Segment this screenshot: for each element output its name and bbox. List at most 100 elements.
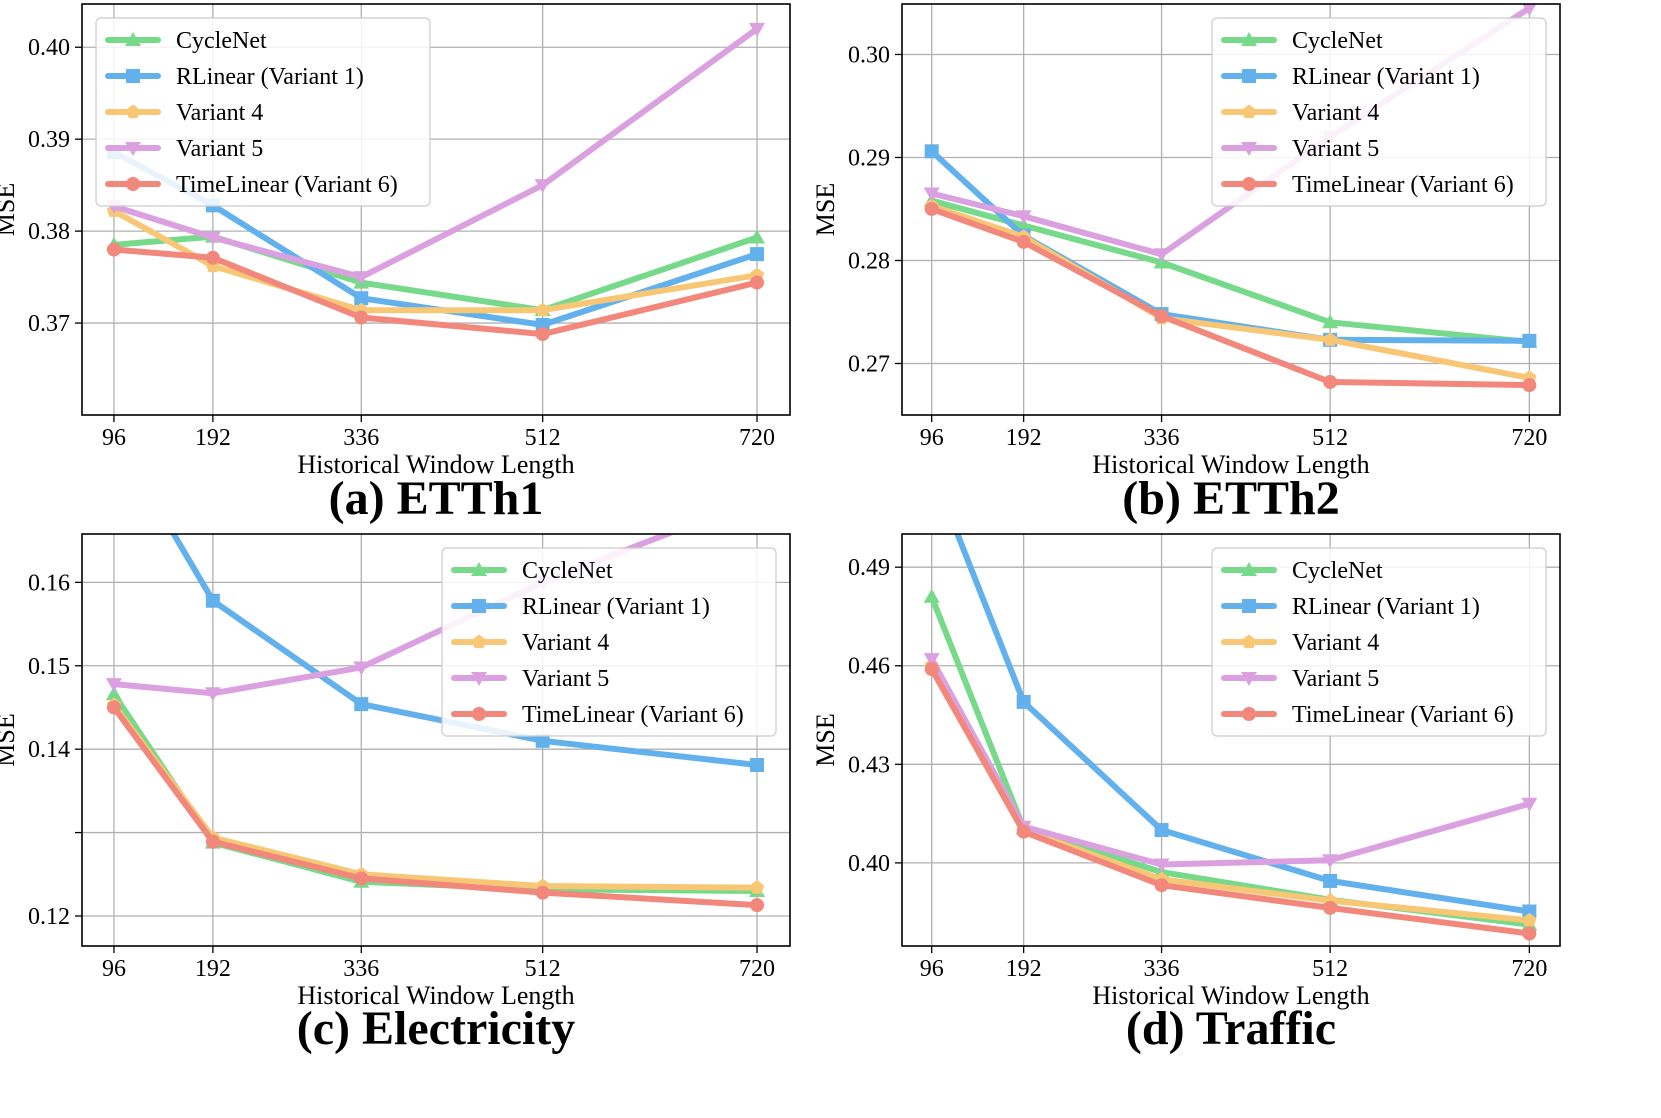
data-point	[1322, 854, 1339, 869]
data-point	[105, 678, 122, 693]
data-point	[925, 462, 939, 476]
data-point	[535, 885, 550, 900]
data-point	[106, 700, 121, 715]
y-axis-label: MSE	[0, 183, 20, 236]
legend-marker	[471, 562, 487, 576]
data-point	[750, 758, 765, 773]
legend-label: Variant 5	[522, 666, 609, 692]
legend-item-variant-5: Variant 5	[105, 136, 263, 162]
data-point	[1322, 314, 1339, 329]
data-point	[1016, 234, 1031, 249]
data-point	[1015, 210, 1032, 225]
data-point	[354, 871, 369, 886]
data-point	[924, 201, 939, 216]
x-tick-label: 336	[1144, 956, 1180, 982]
y-tick-label: 0.16	[28, 570, 70, 596]
legend-item-variant-4: Variant 4	[105, 100, 263, 126]
legend-label: Variant 5	[1292, 136, 1379, 162]
legend-item-timelinear-variant-6: TimeLinear (Variant 6)	[105, 172, 398, 198]
legend-item-cyclenet: CycleNet	[451, 558, 613, 584]
legend-box	[95, 17, 431, 207]
data-point	[749, 229, 766, 244]
x-tick-label: 336	[1144, 425, 1180, 451]
data-point	[204, 231, 221, 246]
data-point	[1522, 912, 1537, 927]
x-tick-label: 192	[1006, 425, 1042, 451]
x-tick-label: 720	[739, 956, 775, 982]
series-rlinear-variant-1	[170, 534, 765, 773]
subplot-2: 96 192 336 512 720 0.27 0.28 0.29 0.30 Historical…	[811, 3, 1561, 525]
data-point	[750, 898, 765, 913]
y-tick-label: 0.37	[28, 311, 70, 337]
x-tick-label: 96	[102, 425, 126, 451]
subplot-caption: (b) ETTh2	[1122, 472, 1339, 525]
data-point	[205, 593, 220, 608]
data-point	[204, 687, 221, 702]
legend-marker	[1242, 177, 1256, 191]
data-point	[923, 187, 940, 202]
legend-item-variant-5: Variant 5	[1221, 136, 1379, 162]
y-tick-label: 0.12	[28, 904, 70, 930]
data-point	[1016, 824, 1031, 839]
plot-area	[923, 4, 1538, 393]
data-point	[1522, 333, 1537, 348]
legend-item-timelinear-variant-6: TimeLinear (Variant 6)	[1221, 172, 1514, 198]
axes-frame	[901, 533, 1561, 947]
x-tick-label: 96	[102, 956, 126, 982]
legend-label: CycleNet	[1292, 558, 1383, 584]
legend-marker	[125, 32, 141, 46]
x-tick-label: 96	[920, 956, 944, 982]
series-line	[110, 704, 760, 909]
data-point	[1522, 904, 1537, 919]
data-point	[750, 247, 765, 262]
series-timelinear-variant-6	[106, 242, 765, 342]
y-axis-label: MSE	[0, 713, 20, 766]
series-timelinear-variant-6	[924, 662, 1537, 941]
data-point	[1153, 248, 1170, 263]
data-point	[105, 686, 122, 701]
series-timelinear-variant-6	[106, 700, 765, 913]
legend-item-variant-5: Variant 5	[1221, 666, 1379, 692]
data-point	[205, 250, 220, 265]
legend-label: RLinear (Variant 1)	[1292, 64, 1480, 90]
x-tick-label: 512	[525, 425, 561, 451]
legend-item-cyclenet: CycleNet	[1221, 558, 1383, 584]
data-point	[1154, 823, 1169, 838]
legend-item-variant-4: Variant 4	[1221, 100, 1379, 126]
legend: CycleNet RLinear (Variant 1) Variant 4 Vari…	[441, 547, 777, 737]
legend-item-rlinear-variant-1: RLinear (Variant 1)	[451, 594, 710, 620]
legend-marker	[125, 142, 141, 156]
data-point	[749, 493, 765, 507]
legend-marker	[472, 707, 486, 721]
data-point	[354, 291, 369, 306]
data-point	[1323, 873, 1338, 888]
legend-item-rlinear-variant-1: RLinear (Variant 1)	[1221, 594, 1480, 620]
legend-label: Variant 4	[1292, 630, 1379, 656]
data-point	[1015, 217, 1032, 232]
x-tick-label: 512	[1312, 425, 1348, 451]
y-axis-label: MSE	[811, 713, 840, 766]
x-tick-label: 336	[343, 425, 379, 451]
legend-box	[441, 547, 777, 737]
data-point	[1153, 858, 1170, 873]
legend-item-variant-4: Variant 4	[451, 630, 609, 656]
subplot-caption: (a) ETTh1	[329, 472, 544, 525]
x-axis-label: Historical Window Length	[1092, 981, 1369, 1010]
x-tick-label: 720	[1511, 425, 1547, 451]
y-tick-label: 0.28	[848, 248, 890, 274]
axes-frame	[81, 533, 791, 947]
data-point	[1323, 900, 1338, 915]
y-axis-label: MSE	[811, 183, 840, 236]
series-timelinear-variant-6	[924, 201, 1537, 393]
legend-marker	[471, 634, 487, 649]
data-point	[1521, 797, 1538, 812]
data-point	[205, 834, 220, 849]
axes-frame	[81, 3, 791, 416]
legend-box	[1211, 17, 1547, 207]
legend-label: TimeLinear (Variant 6)	[1292, 172, 1514, 198]
plot-area	[923, 462, 1538, 941]
y-tick-label: 0.46	[848, 654, 890, 680]
legend-label: TimeLinear (Variant 6)	[522, 702, 744, 728]
legend-label: RLinear (Variant 1)	[522, 594, 710, 620]
data-point	[106, 242, 121, 257]
